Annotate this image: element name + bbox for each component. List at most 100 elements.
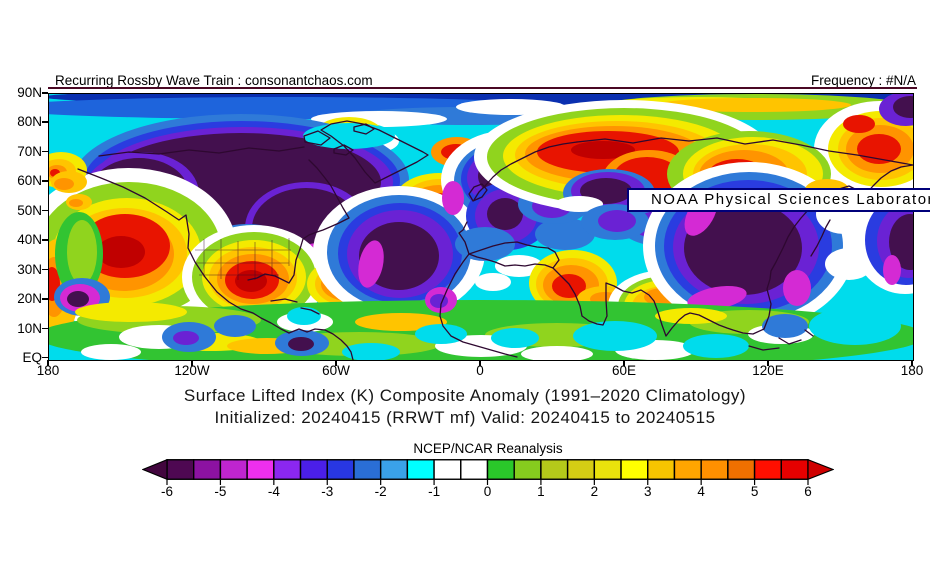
anomaly-blob: [342, 343, 400, 360]
colorbar-left-arrow: [142, 459, 168, 481]
y-tick-label: 70N: [17, 143, 42, 159]
anomaly-blob: [442, 181, 464, 215]
colorbar-tick-labels: -6 -5 -4 -3 -2 -1 0 1 2 3 4 5 6: [142, 484, 834, 500]
colorbar-segment: [620, 459, 649, 480]
anomaly-blob: [573, 321, 657, 351]
y-tick-mark: [42, 180, 48, 182]
colorbar-tick-label: -1: [428, 484, 441, 499]
anomaly-blob: [684, 201, 802, 295]
x-tick-mark: [767, 360, 769, 366]
y-tick-mark: [42, 327, 48, 330]
colorbar-tick-label: -4: [267, 484, 280, 499]
colorbar-tick-label: -6: [160, 484, 174, 499]
colorbar-segment: [299, 459, 328, 480]
x-tick-mark: [479, 360, 481, 366]
x-tick-mark: [623, 360, 625, 366]
colorbar-segment: [700, 459, 729, 480]
coastlines: [77, 120, 913, 360]
anomaly-blob: [81, 344, 141, 360]
anomaly-blob: [430, 294, 448, 308]
colorbar-tick-label: 4: [697, 484, 705, 499]
anomaly-blob: [75, 302, 187, 322]
colorbar-right-arrow: [807, 459, 834, 481]
y-tick-mark: [42, 356, 48, 359]
frequency-label: Frequency : #N/A: [810, 73, 916, 88]
y-tick-mark: [42, 150, 48, 153]
colorbar-tick-label: -2: [374, 484, 387, 499]
colorbar-segment: [727, 459, 756, 480]
anomaly-blob: [287, 307, 321, 325]
anomaly-blob: [535, 218, 595, 250]
colorbar-segment: [593, 459, 622, 480]
anomaly-blob: [67, 291, 89, 307]
colorbar-segment: [193, 459, 222, 480]
anomaly-blob: [235, 270, 267, 292]
anomaly-blob: [303, 123, 395, 149]
colorbar: [142, 459, 834, 485]
x-tick-label: 0: [476, 363, 484, 378]
noaa-psl-overlay-box: NOAA Physical Sciences Laboratory: [627, 188, 930, 212]
colorbar-tick-label: 5: [750, 484, 759, 499]
x-tick-mark: [335, 360, 337, 366]
anomaly-blob: [580, 178, 632, 204]
colorbar-segment: [273, 459, 302, 480]
colorbar-segment: [166, 459, 195, 480]
colorbar-segment: [406, 459, 435, 480]
colorbar-segment: [460, 459, 489, 480]
colorbar-tick-label: 3: [643, 484, 652, 499]
colorbar-tick-label: 2: [590, 484, 599, 499]
colorbar-segment: [540, 459, 569, 480]
anomaly-blob: [214, 315, 256, 337]
anomaly-blob: [783, 270, 811, 306]
y-tick-label: 10N: [17, 320, 42, 336]
y-tick-label: 90N: [17, 85, 42, 100]
header-rule: [48, 87, 917, 89]
colorbar-segment: [486, 459, 515, 480]
anomaly-map-canvas: [49, 94, 913, 360]
anomaly-blob: [687, 285, 747, 311]
anomaly-blob: [475, 273, 511, 291]
anomaly-blob: [67, 220, 97, 284]
colorbar-segment: [753, 459, 782, 480]
x-tick-label: 180: [36, 363, 60, 378]
y-tick-mark: [42, 268, 48, 271]
colorbar-segment: [379, 459, 409, 480]
x-tick-label: 60W: [322, 363, 350, 378]
anomaly-blob: [487, 198, 523, 230]
colorbar-tick-label: 1: [537, 484, 545, 499]
colorbar-segment: [326, 459, 355, 480]
anomaly-blob: [288, 337, 314, 351]
colorbar-tick-label: 6: [804, 484, 812, 499]
y-tick-label: 50N: [17, 202, 42, 218]
anomaly-blob: [893, 96, 913, 118]
anomaly-blob: [883, 255, 901, 285]
y-tick-label: EQ: [22, 349, 42, 365]
colorbar-tick-label: 0: [483, 484, 492, 499]
x-tick-mark: [47, 360, 49, 366]
anomaly-blob: [97, 236, 145, 268]
anomaly-blob: [571, 141, 635, 159]
anomaly-map: NOAA Physical Sciences Laboratory: [48, 93, 930, 361]
y-tick-mark: [42, 298, 48, 300]
anomaly-blob: [54, 178, 74, 190]
anomaly-blob: [69, 199, 83, 207]
x-tick-label: 60E: [611, 363, 637, 378]
colorbar-segment: [433, 459, 462, 480]
colorbar-tick-label: -3: [321, 484, 334, 499]
colorbar-segment: [673, 459, 702, 480]
anomaly-blob: [491, 328, 539, 348]
anomaly-blob: [521, 346, 593, 360]
anomaly-blob: [173, 331, 199, 345]
y-tick-label: 60N: [17, 173, 42, 189]
anomaly-blob: [598, 210, 636, 232]
x-tick-label: 120E: [752, 363, 784, 378]
anomaly-blob: [415, 324, 467, 344]
colorbar-dataset-label: NCEP/NCAR Reanalysis: [413, 441, 563, 456]
colorbar-segment: [566, 459, 596, 480]
y-tick-mark: [42, 92, 48, 94]
colorbar-segment: [647, 459, 676, 480]
plot-title: Surface Lifted Index (K) Composite Anoma…: [183, 386, 747, 405]
y-tick-mark: [42, 209, 48, 212]
anomaly-blob: [809, 307, 901, 345]
anomaly-fill-blobs: [49, 94, 913, 360]
